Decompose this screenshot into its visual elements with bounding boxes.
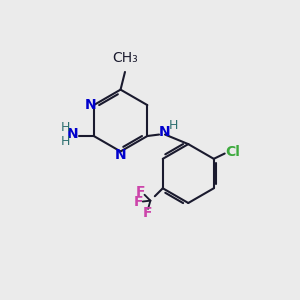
- Text: N: N: [115, 148, 126, 162]
- Text: N: N: [67, 127, 78, 141]
- Text: H: H: [169, 119, 178, 132]
- Text: Cl: Cl: [225, 146, 240, 159]
- Text: H: H: [61, 121, 70, 134]
- Text: F: F: [136, 185, 146, 200]
- Text: N: N: [84, 98, 96, 112]
- Text: CH₃: CH₃: [112, 52, 138, 65]
- Text: F: F: [133, 195, 143, 209]
- Text: H: H: [61, 135, 70, 148]
- Text: N: N: [159, 124, 171, 139]
- Text: F: F: [143, 206, 152, 220]
